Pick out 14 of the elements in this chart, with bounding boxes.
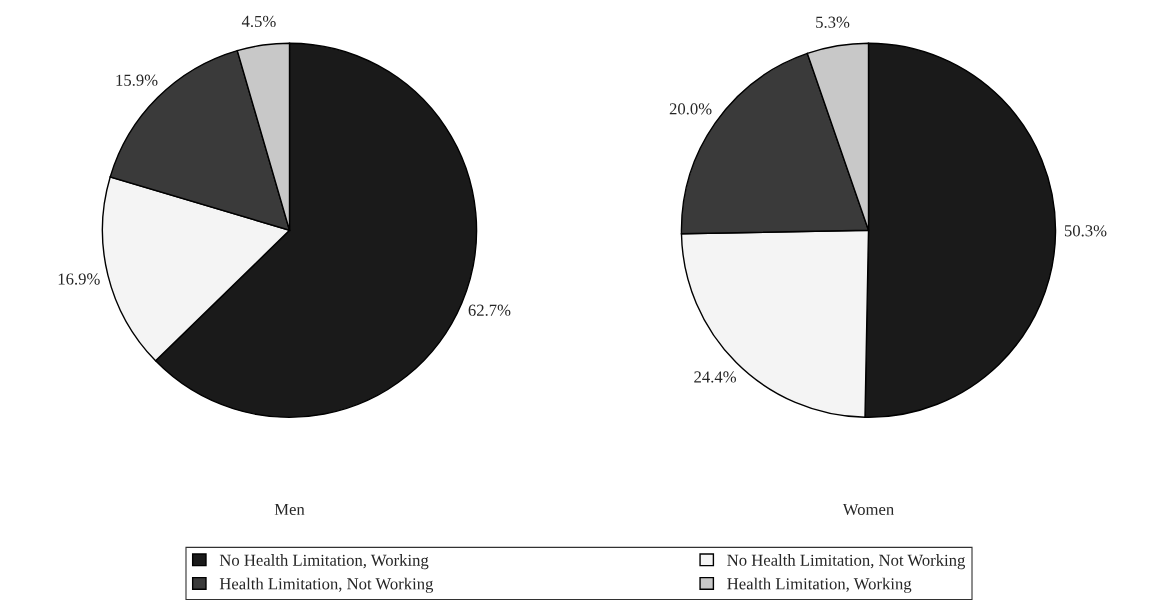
data-label: 4.5% — [241, 15, 276, 28]
legend-label: Health Limitation, Not Working — [219, 577, 434, 593]
data-label: 62.7% — [468, 304, 511, 316]
legend-label: No Health Limitation, Not Working — [727, 554, 966, 570]
text: Women — [842, 503, 894, 516]
data-label: 50.3% — [1064, 225, 1107, 237]
text: Men — [274, 503, 305, 516]
data-label: 15.9% — [116, 74, 158, 86]
data-label: 16.9% — [58, 273, 100, 285]
data-label: 20.0% — [669, 103, 712, 115]
data-label: 24.4% — [694, 371, 737, 383]
legend-label: Health Limitation, Working — [727, 577, 912, 593]
legend-label: No Health Limitation, Working — [219, 554, 429, 570]
data-label: 5.3% — [816, 16, 850, 28]
